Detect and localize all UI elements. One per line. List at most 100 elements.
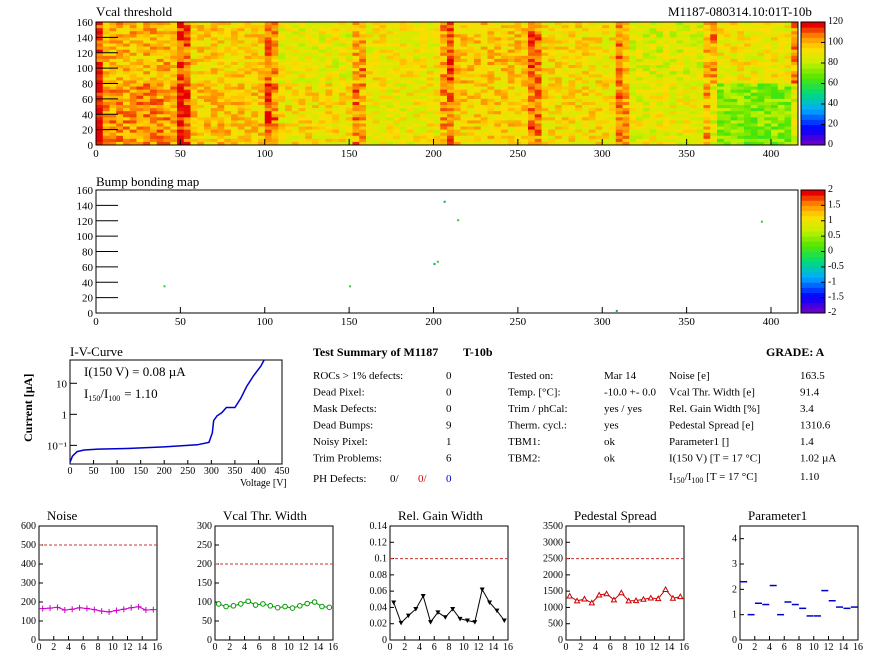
heatmap-cell	[210, 25, 218, 29]
heatmap-cell	[224, 141, 232, 146]
heatmap-cell	[642, 43, 650, 47]
colorbar-segment	[801, 200, 825, 206]
heatmap-cell	[271, 95, 279, 100]
heatmap-cell	[278, 43, 286, 47]
heatmap-cell	[575, 37, 583, 41]
heatmap-cell	[494, 120, 502, 124]
heatmap-cell	[710, 46, 718, 50]
heatmap-cell	[710, 83, 718, 87]
heatmap-cell	[784, 49, 792, 54]
heatmap-cell	[777, 98, 785, 103]
x-tick-label: 8	[447, 642, 452, 653]
heatmap-cell	[291, 95, 299, 100]
heatmap-cell	[339, 83, 347, 87]
heatmap-cell	[447, 83, 455, 87]
heatmap-cell	[170, 49, 178, 54]
heatmap-cell	[379, 101, 387, 106]
heatmap-cell	[737, 65, 745, 69]
roc-plot-3: Pedestal Spread0500100015002000250030003…	[543, 508, 689, 653]
heatmap-cell	[183, 114, 191, 118]
heatmap-cell	[359, 49, 367, 54]
heatmap-cell	[170, 31, 178, 35]
heatmap-cell	[426, 43, 434, 47]
heatmap-cell	[541, 55, 549, 60]
heatmap-cell	[487, 132, 495, 137]
heatmap-cell	[372, 22, 380, 26]
heatmap-cell	[426, 55, 434, 60]
heatmap-cell	[163, 58, 171, 63]
heatmap-cell	[291, 129, 299, 134]
heatmap-cell	[622, 135, 630, 140]
heatmap-cell	[710, 61, 718, 66]
heatmap-cell	[629, 46, 637, 50]
heatmap-cell	[264, 108, 272, 112]
heatmap-cell	[528, 98, 536, 103]
heatmap-cell	[332, 52, 340, 57]
heatmap-cell	[116, 129, 124, 134]
heatmap-cell	[251, 114, 259, 118]
heatmap-cell	[96, 120, 104, 124]
heatmap-cell	[312, 129, 320, 134]
heatmap-cell	[210, 141, 218, 146]
bump-defect	[615, 309, 618, 312]
heatmap-cell	[615, 77, 623, 81]
heatmap-cell	[217, 129, 225, 134]
heatmap-cell	[750, 92, 758, 97]
x-tick-label: 16	[679, 642, 689, 653]
heatmap-cell	[177, 55, 185, 60]
heatmap-cell	[210, 37, 218, 41]
heatmap-cell	[170, 92, 178, 97]
heatmap-cell	[318, 105, 326, 109]
heatmap-cell	[528, 126, 536, 130]
heatmap-cell	[420, 83, 428, 87]
heatmap-cell	[150, 55, 158, 60]
heatmap-cell	[696, 34, 704, 38]
heatmap-cell	[555, 52, 563, 57]
colorbar-segment	[801, 287, 825, 293]
summary-title: Test Summary of M1187	[313, 345, 438, 359]
heatmap-cell	[406, 123, 414, 127]
heatmap-cell	[129, 114, 137, 118]
heatmap-cell	[379, 71, 387, 75]
roc-plot-2: Rel. Gain Width00.020.040.060.080.10.120…	[370, 508, 514, 653]
heatmap-cell	[264, 117, 272, 121]
x-tick-label: 400	[763, 316, 780, 328]
heatmap-cell	[744, 34, 752, 38]
heatmap-cell	[480, 25, 488, 29]
heatmap-cell	[177, 68, 185, 72]
heatmap-cell	[204, 92, 212, 97]
summary-left-value: 0	[446, 370, 452, 382]
heatmap-cell	[501, 129, 509, 134]
heatmap-cell	[136, 25, 144, 29]
iv-annotation-i150: I(150 V) = 0.08 µA	[84, 364, 186, 379]
heatmap-cell	[696, 129, 704, 134]
heatmap-cell	[784, 52, 792, 57]
heatmap-cell	[649, 141, 657, 146]
heatmap-cell	[717, 105, 725, 109]
y-tick-label: 0	[31, 635, 36, 646]
heatmap-cell	[710, 101, 718, 106]
heatmap-cell	[386, 31, 394, 35]
heatmap-cell	[521, 138, 529, 143]
heatmap-cell	[109, 86, 117, 90]
colorbar-segment	[801, 277, 825, 283]
heatmap-cell	[244, 105, 252, 109]
heatmap-cell	[764, 74, 772, 78]
heatmap-cell	[737, 141, 745, 146]
heatmap-cell	[744, 46, 752, 50]
heatmap-cell	[420, 31, 428, 35]
heatmap-cell	[480, 34, 488, 38]
heatmap-cell	[183, 120, 191, 124]
heatmap-cell	[717, 28, 725, 32]
heatmap-cell	[258, 22, 266, 26]
heatmap-cell	[555, 43, 563, 47]
heatmap-cell	[494, 105, 502, 109]
heatmap-cell	[784, 65, 792, 69]
heatmap-cell	[285, 58, 293, 63]
heatmap-cell	[399, 37, 407, 41]
heatmap-cell	[582, 71, 590, 75]
data-point	[128, 604, 135, 611]
heatmap-cell	[109, 114, 117, 118]
heatmap-cell	[393, 105, 401, 109]
